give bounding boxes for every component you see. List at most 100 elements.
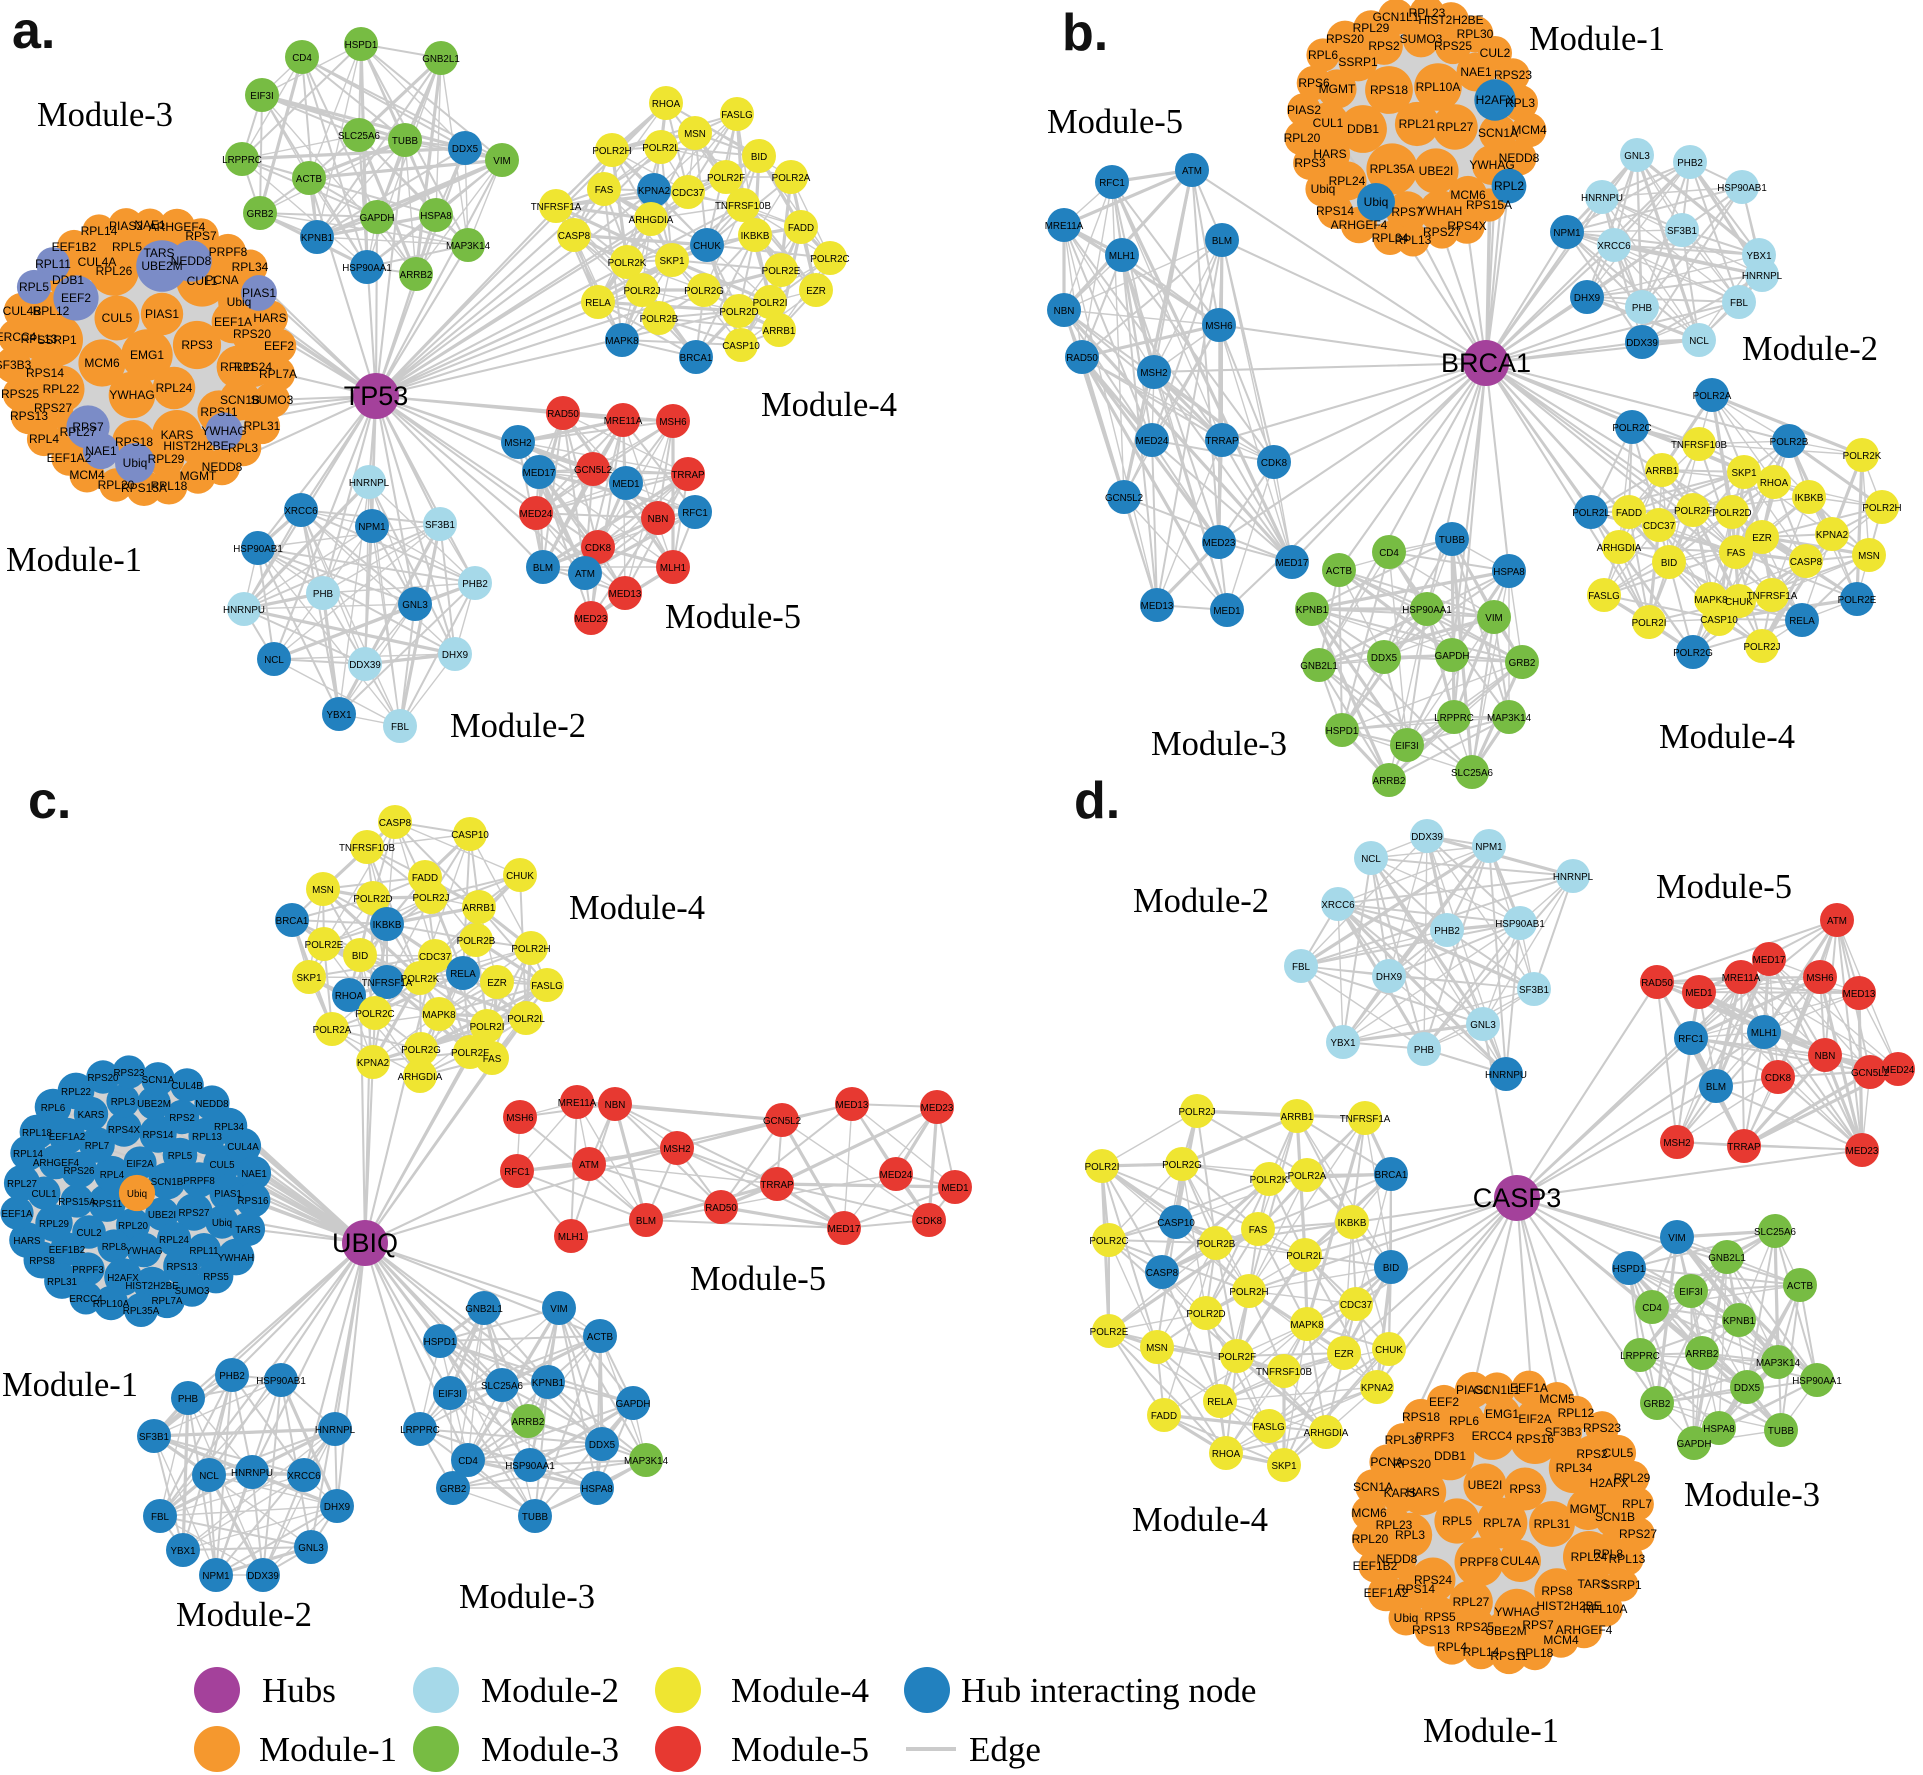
svg-text:PCNA: PCNA — [1370, 1455, 1403, 1469]
svg-text:RPL14: RPL14 — [81, 224, 118, 238]
svg-text:MSH6: MSH6 — [1806, 973, 1834, 984]
svg-text:FASLG: FASLG — [531, 981, 563, 992]
svg-text:BRCA1: BRCA1 — [680, 353, 713, 364]
svg-text:RPL30: RPL30 — [1385, 1433, 1422, 1447]
svg-text:MED24: MED24 — [880, 1170, 913, 1181]
svg-text:Module-1: Module-1 — [6, 541, 142, 579]
svg-text:RPS27: RPS27 — [1423, 225, 1461, 239]
svg-text:MAP3K14: MAP3K14 — [1756, 1358, 1801, 1369]
svg-text:HNRNPL: HNRNPL — [1742, 271, 1783, 282]
svg-text:GNL3: GNL3 — [402, 600, 428, 611]
svg-text:SSRP1: SSRP1 — [1602, 1578, 1642, 1592]
svg-text:POLR2B: POLR2B — [457, 936, 496, 947]
svg-text:PRPF8: PRPF8 — [1460, 1555, 1499, 1569]
svg-text:CD4: CD4 — [458, 1456, 478, 1467]
svg-text:RPL24: RPL24 — [1329, 174, 1366, 188]
svg-text:CUL4B: CUL4B — [171, 1081, 203, 1092]
svg-text:ARHGDIA: ARHGDIA — [398, 1072, 443, 1083]
svg-text:HSP90AB1: HSP90AB1 — [1717, 183, 1767, 194]
svg-text:POLR2D: POLR2D — [353, 894, 392, 905]
svg-text:SF3B1: SF3B1 — [1667, 226, 1697, 237]
svg-text:FBL: FBL — [1730, 298, 1749, 309]
svg-text:ATM: ATM — [1827, 916, 1847, 927]
svg-text:RPL18: RPL18 — [1517, 1646, 1554, 1660]
svg-text:SCN1B: SCN1B — [151, 1177, 184, 1188]
svg-text:IKBKB: IKBKB — [1795, 493, 1824, 504]
svg-text:GNB2L1: GNB2L1 — [1300, 661, 1338, 672]
svg-text:NAE1: NAE1 — [241, 1169, 267, 1180]
svg-text:MED23: MED23 — [921, 1103, 954, 1114]
svg-text:MED23: MED23 — [1203, 538, 1236, 549]
svg-text:TNFRSF1A: TNFRSF1A — [1747, 591, 1798, 602]
svg-text:b.: b. — [1062, 4, 1108, 62]
svg-text:KPNB1: KPNB1 — [532, 1378, 564, 1389]
svg-text:BID: BID — [1661, 558, 1677, 569]
svg-text:DDX5: DDX5 — [1371, 653, 1398, 664]
svg-text:NCL: NCL — [1361, 854, 1381, 865]
svg-text:RPS11: RPS11 — [92, 1199, 122, 1210]
svg-text:BID: BID — [352, 951, 368, 962]
svg-text:DDX5: DDX5 — [452, 144, 479, 155]
svg-text:PHB2: PHB2 — [1677, 158, 1703, 169]
svg-text:TNFRSF10B: TNFRSF10B — [339, 843, 396, 854]
svg-text:CUL4B: CUL4B — [3, 304, 42, 318]
svg-text:RPL10A: RPL10A — [1583, 1602, 1628, 1616]
svg-text:BID: BID — [751, 152, 767, 163]
svg-text:MCM6: MCM6 — [1351, 1506, 1387, 1520]
svg-text:HARS: HARS — [1313, 147, 1346, 161]
svg-text:RFC1: RFC1 — [504, 1167, 530, 1178]
svg-text:POLR2K: POLR2K — [608, 258, 647, 269]
svg-text:H2AFX: H2AFX — [1476, 93, 1515, 107]
svg-text:TNFRSF1A: TNFRSF1A — [1340, 1114, 1391, 1125]
svg-text:CHUK: CHUK — [1725, 597, 1753, 608]
svg-text:HNRNPL: HNRNPL — [1553, 872, 1594, 883]
svg-text:TRRAP: TRRAP — [671, 470, 705, 481]
svg-text:RPS16: RPS16 — [1516, 1432, 1554, 1446]
svg-text:CASP8: CASP8 — [1146, 1268, 1179, 1279]
svg-text:Ubiq: Ubiq — [123, 456, 148, 470]
svg-text:RPS14: RPS14 — [142, 1130, 174, 1141]
svg-text:POLR2G: POLR2G — [1162, 1160, 1202, 1171]
svg-text:RPL12: RPL12 — [1558, 1406, 1595, 1420]
svg-text:RPL20: RPL20 — [1284, 131, 1321, 145]
svg-text:SUMO3: SUMO3 — [251, 393, 294, 407]
svg-text:MLH1: MLH1 — [660, 563, 686, 574]
svg-text:NCL: NCL — [264, 655, 284, 666]
svg-text:a.: a. — [12, 2, 55, 60]
svg-text:RPS14: RPS14 — [1316, 204, 1354, 218]
svg-text:POLR2I: POLR2I — [1632, 618, 1667, 629]
svg-text:RPL27: RPL27 — [7, 1179, 37, 1190]
svg-text:MSN: MSN — [684, 129, 706, 140]
svg-text:CUL2: CUL2 — [1480, 46, 1511, 60]
svg-text:YWHAG: YWHAG — [201, 424, 246, 438]
svg-text:RPS8: RPS8 — [1541, 1584, 1573, 1598]
svg-text:FBL: FBL — [391, 722, 410, 733]
svg-text:MLH1: MLH1 — [558, 1232, 584, 1243]
svg-text:MAPK8: MAPK8 — [1694, 595, 1728, 606]
svg-text:FADD: FADD — [1616, 508, 1642, 519]
svg-text:LRPPRC: LRPPRC — [222, 155, 262, 166]
svg-text:FBL: FBL — [151, 1512, 170, 1523]
svg-text:RPS2: RPS2 — [1368, 39, 1400, 53]
svg-text:MAP3K14: MAP3K14 — [1487, 713, 1532, 724]
svg-text:RPS15A: RPS15A — [121, 481, 167, 495]
svg-text:RPS6: RPS6 — [1298, 76, 1330, 90]
svg-text:ACTB: ACTB — [587, 1332, 614, 1343]
svg-text:POLR2A: POLR2A — [313, 1025, 352, 1036]
svg-text:RAD50: RAD50 — [547, 409, 579, 420]
svg-text:SF3B1: SF3B1 — [139, 1432, 169, 1443]
svg-text:RPS24: RPS24 — [234, 360, 272, 374]
svg-text:ARHGEF4: ARHGEF4 — [1331, 218, 1388, 232]
svg-text:GNB2L1: GNB2L1 — [465, 1304, 503, 1315]
svg-text:MSH2: MSH2 — [504, 438, 531, 449]
svg-text:XRCC6: XRCC6 — [1597, 241, 1631, 252]
svg-text:ARRB1: ARRB1 — [1646, 466, 1679, 477]
svg-text:RPL4: RPL4 — [1437, 1640, 1467, 1654]
svg-text:RPL21: RPL21 — [1399, 117, 1436, 131]
svg-text:PCNA: PCNA — [205, 273, 238, 287]
svg-text:XRCC6: XRCC6 — [284, 506, 318, 517]
svg-text:RPL14: RPL14 — [13, 1149, 44, 1160]
svg-text:HARS: HARS — [1406, 1485, 1439, 1499]
svg-text:d.: d. — [1074, 772, 1120, 830]
svg-text:RPL11: RPL11 — [189, 1246, 218, 1257]
